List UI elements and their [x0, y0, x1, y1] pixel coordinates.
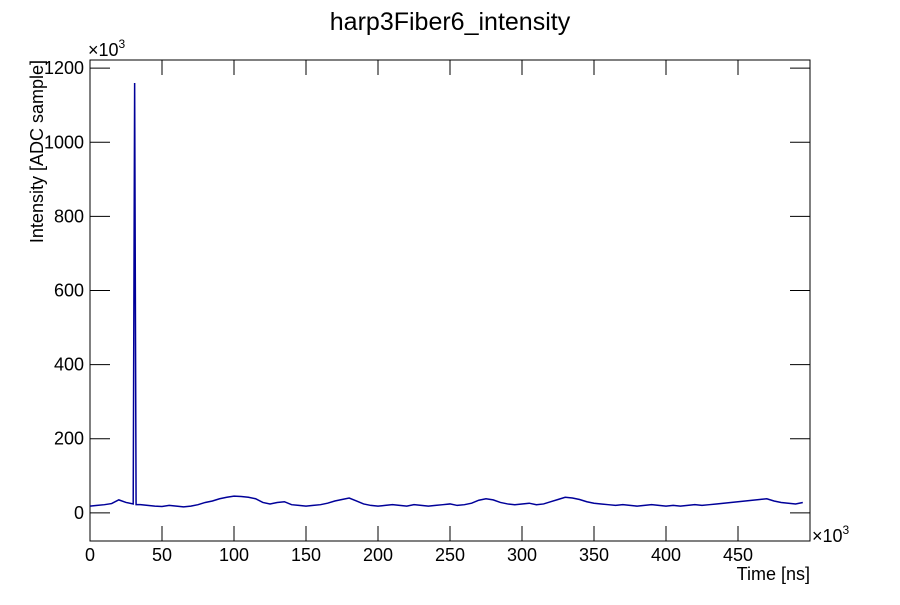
x-tick-label: 250	[435, 545, 465, 565]
x-tick-label: 0	[85, 545, 95, 565]
y-tick-label: 1200	[44, 58, 84, 78]
x-tick-label: 50	[152, 545, 172, 565]
data-line	[89, 82, 803, 508]
y-multiplier-exponent: 3	[119, 37, 126, 51]
y-tick-label: 1000	[44, 132, 84, 152]
y-tick-label: 200	[54, 429, 84, 449]
x-multiplier-base: ×10	[812, 526, 843, 546]
x-tick-label: 350	[579, 545, 609, 565]
x-tick-label: 100	[219, 545, 249, 565]
x-axis-label: Time [ns]	[737, 564, 810, 584]
x-tick-label: 200	[363, 545, 393, 565]
x-tick-label: 150	[291, 545, 321, 565]
x-multiplier: ×103	[812, 523, 850, 546]
x-tick-label: 300	[507, 545, 537, 565]
y-tick-label: 800	[54, 206, 84, 226]
y-axis-label: Intensity [ADC sample]	[27, 60, 47, 243]
x-tick-label: 450	[723, 545, 753, 565]
y-tick-label: 600	[54, 280, 84, 300]
y-multiplier-base: ×10	[88, 40, 119, 60]
x-tick-label: 400	[651, 545, 681, 565]
y-tick-label: 400	[54, 355, 84, 375]
x-multiplier-exponent: 3	[843, 523, 850, 537]
y-multiplier: ×103	[88, 37, 126, 60]
y-tick-label: 0	[74, 503, 84, 523]
chart-title: harp3Fiber6_intensity	[330, 8, 571, 36]
